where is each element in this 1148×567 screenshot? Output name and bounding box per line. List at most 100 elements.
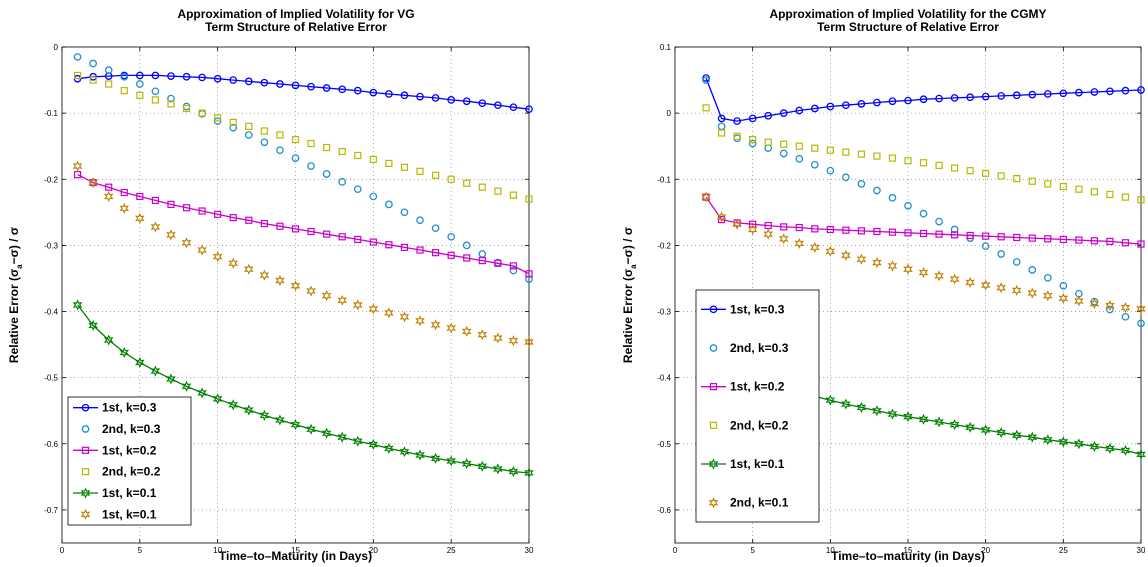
series-6 [701,191,1146,315]
data-point [368,303,379,315]
series-3 [73,171,533,278]
data-point [72,160,83,172]
data-point [135,80,144,88]
data-point [842,148,850,156]
data-point [104,66,113,74]
data-point [949,273,960,285]
data-point [337,294,348,306]
data-point [904,201,912,210]
legend-swatch-marker [708,497,719,509]
legend-swatch-marker [709,383,718,391]
data-point [73,71,82,80]
data-point [780,140,788,148]
chart-panel-2: Approximation of Implied Volatility for … [621,7,1146,563]
data-point [338,147,346,156]
data-point [368,438,379,451]
data-point [276,146,284,155]
chart-title-line: Approximation of Implied Volatility for … [769,7,1046,21]
data-point [872,405,882,417]
data-point [1012,258,1021,266]
data-point [135,212,145,224]
data-point [748,139,757,148]
data-point [259,269,270,281]
legend-label: 2nd, k=0.2 [730,418,789,432]
data-point [105,183,113,191]
data-point [733,132,741,140]
data-point [307,162,315,170]
data-point [842,173,850,182]
data-point [415,449,425,461]
data-point [1042,290,1053,302]
legend-box [695,289,820,523]
data-point [463,254,471,262]
data-point [1137,86,1145,94]
data-point [120,87,128,95]
data-point [825,394,836,406]
data-point [88,177,98,189]
data-point [888,228,897,236]
legend: 1st, k=0.3 2nd, k=0.3 1st, k=0.2 2nd, k=0.2… [695,289,820,523]
data-point [1012,91,1021,100]
data-point [888,193,897,202]
data-point [826,102,835,111]
data-point [1059,235,1067,244]
data-point [135,71,144,80]
x-tick-label: 20 [369,546,378,555]
data-point [384,307,394,319]
data-point [399,311,410,323]
data-point [1106,190,1114,199]
data-point [842,226,850,234]
data-point [764,111,773,120]
data-point [716,211,727,223]
data-point [478,183,486,191]
data-point [1121,193,1130,201]
x-tick-label: 10 [826,546,835,555]
data-point [88,319,98,331]
data-point [369,238,377,246]
data-point [245,216,253,224]
data-point [306,285,316,297]
data-point [1075,185,1083,193]
x-tick-label: 0 [673,546,678,555]
legend-swatch-marker [81,468,90,476]
data-point [1027,287,1038,299]
data-point [904,157,912,165]
data-point [1011,284,1022,296]
data-point [1059,281,1068,290]
data-point [795,106,804,115]
series-4 [702,104,1145,204]
data-point [400,163,409,171]
data-point [748,114,757,123]
data-point [461,458,472,470]
data-point [981,242,990,250]
data-point [337,431,348,443]
legend-label: 2nd, k=0.2 [102,465,161,479]
data-point [352,299,363,311]
data-point [385,90,393,98]
data-point [779,149,788,158]
legend-label: 1st, k=0.1 [102,507,157,521]
data-point [462,97,471,106]
data-point [702,104,710,112]
data-point [120,188,128,197]
legend-label: 1st, k=0.3 [730,302,785,316]
data-point [212,251,223,263]
data-point [197,387,207,399]
data-point [841,398,851,410]
x-axis-label: Time–to–Maturity (in Days) [219,549,372,563]
data-point [982,232,990,240]
data-point [841,249,851,261]
data-point [935,230,943,238]
data-point [446,322,456,334]
data-point [229,214,237,222]
data-point [150,221,161,233]
data-point [1058,292,1069,304]
legend-label: 1st, k=0.1 [102,486,157,500]
data-point [1059,182,1067,191]
data-point [980,424,991,436]
data-point [415,315,425,327]
data-point [1090,188,1099,196]
data-point [416,216,424,225]
data-point [997,92,1006,100]
data-point [198,207,206,215]
